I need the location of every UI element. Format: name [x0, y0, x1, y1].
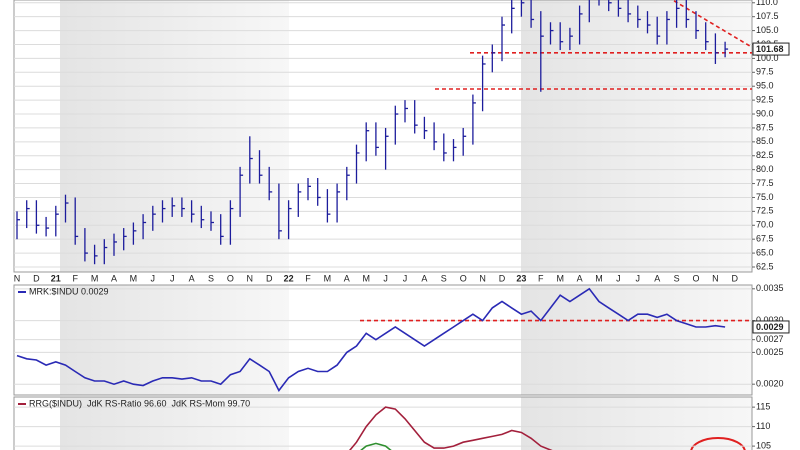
x-tick-label: 23 [516, 273, 526, 283]
y-tick-label: 110 [756, 421, 770, 431]
x-tick-label: J [636, 273, 641, 283]
y-tick-label: 80.0 [756, 164, 774, 174]
x-tick-label: N [14, 273, 21, 283]
last-value-label: 0.0029 [756, 322, 784, 332]
y-tick-label: 87.5 [756, 122, 774, 132]
y-tick-label: 85.0 [756, 136, 774, 146]
x-tick-label: M [595, 273, 603, 283]
last-value-box [752, 42, 790, 56]
y-tick-label: 105.0 [756, 25, 779, 35]
x-tick-label: J [170, 273, 175, 283]
x-tick-label: N [712, 273, 719, 283]
series-line [16, 287, 726, 392]
x-tick-label: A [577, 273, 583, 283]
x-tick-label: F [305, 273, 311, 283]
x-tick-label: S [441, 273, 447, 283]
panel [14, 0, 752, 268]
x-tick-label: S [674, 273, 680, 283]
x-tick-label: D [266, 273, 273, 283]
y-tick-label: 95.0 [756, 81, 774, 91]
y-tick-label: 67.5 [756, 234, 774, 244]
y-tick-label: 65.0 [756, 247, 774, 257]
x-tick-label: M [324, 273, 332, 283]
x-tick-label: A [189, 273, 195, 283]
x-tick-label: J [383, 273, 388, 283]
y-tick-label: 75.0 [756, 192, 774, 202]
x-tick-label: F [538, 273, 544, 283]
y-tick-label: 0.0025 [756, 347, 784, 357]
x-tick-label: 22 [284, 273, 294, 283]
y-tick-label: 97.5 [756, 67, 774, 77]
x-tick-label: J [616, 273, 621, 283]
last-value-box [752, 320, 790, 334]
x-tick-label: S [208, 273, 214, 283]
background [13, 0, 753, 450]
x-tick-label: A [421, 273, 427, 283]
x-tick-label: D [33, 273, 40, 283]
y-tick-label: 100.0 [756, 53, 779, 63]
legend-label: JdK RS-Ratio 96.60 [87, 398, 167, 408]
y-tick-label: 77.5 [756, 178, 774, 188]
last-value-label: 101.68 [756, 44, 784, 54]
x-tick-label: A [111, 273, 117, 283]
y-tick-label: 0.0027 [756, 334, 784, 344]
x-tick-label: A [344, 273, 350, 283]
x-tick-label: M [91, 273, 99, 283]
y-tick-label: 115 [756, 402, 770, 412]
legend-label: RRG($INDU) [29, 398, 82, 408]
y-tick-label: 72.5 [756, 206, 774, 216]
x-tick-label: J [151, 273, 156, 283]
x-tick-label: O [460, 273, 467, 283]
x-tick-label: D [499, 273, 506, 283]
highlight-circle [690, 437, 746, 450]
y-tick-label: 0.0020 [756, 379, 784, 389]
y-tick-label: 0.0035 [756, 283, 784, 293]
x-tick-label: J [403, 273, 408, 283]
x-tick-label: D [732, 273, 739, 283]
y-tick-label: 110.0 [756, 0, 778, 7]
x-tick-label: O [227, 273, 234, 283]
x-tick-label: O [692, 273, 699, 283]
y-tick-label: 90.0 [756, 108, 774, 118]
x-tick-label: F [72, 273, 78, 283]
legend-label: MRK:$INDU 0.0029 [29, 286, 109, 296]
series-line [360, 442, 392, 450]
y-tick-label: 105 [756, 440, 771, 450]
x-tick-label: N [479, 273, 486, 283]
panel [14, 406, 752, 450]
x-tick-label: 21 [51, 273, 61, 283]
x-tick-label: M [362, 273, 370, 283]
x-tick-label: N [247, 273, 254, 283]
y-tick-label: 107.5 [756, 11, 779, 21]
trend-line [671, 0, 752, 48]
x-tick-label: A [654, 273, 660, 283]
y-tick-label: 92.5 [756, 94, 774, 104]
y-tick-label: 0.0030 [756, 315, 784, 325]
x-tick-label: M [556, 273, 564, 283]
series-line [348, 406, 553, 450]
y-tick-label: 82.5 [756, 150, 774, 160]
x-tick-label: M [130, 273, 138, 283]
y-tick-label: 70.0 [756, 220, 774, 230]
y-tick-label: 62.5 [756, 261, 774, 271]
legend-label: JdK RS-Mom 99.70 [172, 398, 251, 408]
panel [14, 287, 752, 392]
